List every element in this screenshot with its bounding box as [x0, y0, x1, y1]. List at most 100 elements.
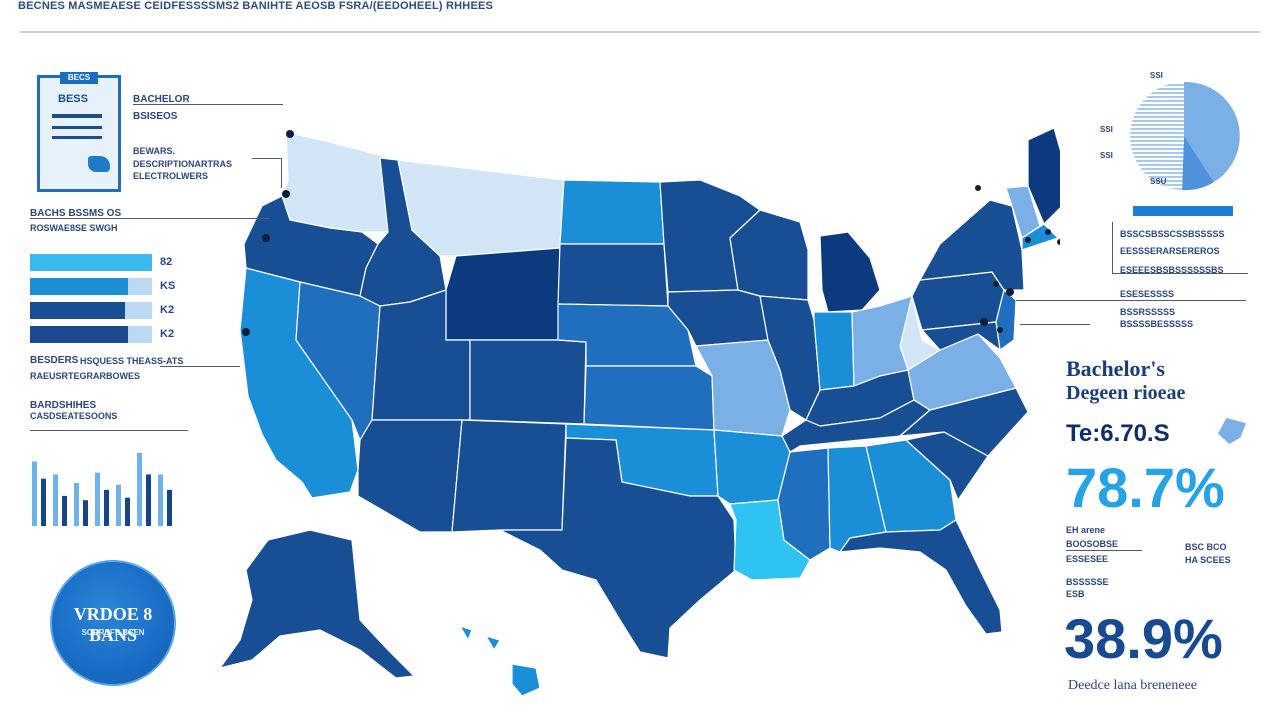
map-marker — [1045, 229, 1051, 235]
leader-line — [1112, 222, 1248, 274]
leader-line — [160, 366, 240, 367]
stat-heading-line1: Bachelor's — [1066, 356, 1165, 381]
state-florida — [839, 519, 1003, 635]
state-arkansas — [713, 429, 791, 505]
leader-line — [252, 158, 282, 188]
document-card: BECS BESS — [37, 72, 121, 192]
label: ELECTROLWERS — [133, 171, 209, 181]
mini-bar — [116, 484, 121, 526]
mini-bar — [104, 489, 109, 526]
stat-subheading: Te:6.70.S — [1066, 420, 1170, 447]
right-label: BSSCSBSSCSSBSSSSS — [1120, 229, 1225, 239]
state-south-carolina — [905, 431, 989, 501]
state-wisconsin — [729, 209, 809, 301]
right-label: BSSRSSSSS — [1120, 307, 1176, 317]
state-pennsylvania — [911, 271, 1005, 331]
stat-note: EH arene — [1066, 525, 1106, 535]
state-north-dakota — [559, 179, 665, 245]
mini-bar — [41, 478, 46, 526]
state-texas — [499, 437, 737, 659]
stat-note: BSC BCO — [1185, 542, 1227, 552]
label: BACHS BSSMS OS — [30, 208, 122, 219]
label: DESCRIPTIONARTRAS — [133, 159, 233, 169]
mini-bar — [32, 461, 37, 526]
pie-chart — [1130, 81, 1240, 191]
pie-label: SSI — [1100, 151, 1113, 160]
map-marker — [1057, 239, 1060, 245]
map-marker — [1025, 237, 1031, 243]
label: BACHELOR — [133, 94, 190, 105]
left-bar — [30, 278, 128, 295]
state-alaska — [219, 529, 415, 679]
map-marker — [993, 281, 999, 287]
map-marker — [286, 130, 294, 138]
pie-slice — [1182, 136, 1214, 191]
state-washington — [281, 131, 399, 233]
map-marker — [1006, 288, 1014, 296]
mini-bar — [137, 452, 142, 526]
badge-circle: VRDOE 8 BANS SORRSFS BSEN — [50, 560, 176, 686]
left-bar — [30, 326, 128, 343]
label: BEWARS. — [133, 146, 176, 156]
label: RAEUSRTEGRARBOWES — [30, 371, 141, 381]
left-bar-track — [30, 278, 152, 295]
left-bar-value: 82 — [160, 256, 173, 268]
map-marker — [242, 328, 250, 336]
pin-icon — [1218, 418, 1246, 444]
left-bar — [30, 302, 126, 319]
label: BARDSHIHES — [30, 400, 97, 411]
state-michigan — [819, 231, 881, 313]
right-label: EESSSERARSEREROS — [1120, 246, 1220, 256]
mini-bar-chart — [32, 452, 172, 526]
label: CASDSEATESOONS — [30, 411, 118, 421]
map-marker — [975, 185, 981, 191]
stripe-bar — [1133, 206, 1233, 216]
label: BESDERS — [30, 355, 79, 366]
stat-footer: Deedce lana breneneee — [1068, 678, 1198, 693]
right-label: ESEEESBSBSSSSSSBS — [1120, 265, 1224, 275]
left-bar-track — [30, 302, 152, 319]
mini-bar — [83, 500, 88, 526]
stat-value-secondary: 38.9% — [1064, 607, 1223, 670]
stat-note-underline — [1066, 550, 1142, 551]
stat-note: BOOSOBSE — [1066, 539, 1119, 549]
left-bar-track — [30, 326, 152, 343]
stat-note: HA SCEES — [1185, 555, 1231, 565]
map-marker — [262, 234, 270, 242]
document-map-icon — [88, 156, 110, 172]
label: HSQUESS THEASS-ATS — [80, 356, 184, 366]
pie-label: SSU — [1150, 177, 1167, 186]
us-map — [219, 127, 1060, 697]
state-south-dakota — [557, 243, 669, 307]
left-bar-track — [30, 254, 152, 271]
state-west-virginia — [899, 295, 941, 371]
document-line — [52, 136, 102, 139]
state-arizona — [357, 419, 463, 533]
document-card-title: BESS — [58, 93, 88, 105]
stat-note: ESSESEE — [1066, 554, 1109, 564]
leader-line — [133, 104, 283, 105]
pie-label: SSI — [1100, 125, 1113, 134]
pie-label: SSI — [1150, 71, 1163, 80]
map-marker — [282, 190, 290, 198]
state-indiana — [813, 311, 855, 391]
stat-note: ESB — [1066, 589, 1085, 599]
document-line — [52, 114, 102, 118]
mini-bar — [53, 474, 58, 526]
mini-bar — [74, 483, 79, 526]
mini-bar — [158, 474, 163, 526]
left-bar — [30, 254, 152, 271]
pie-slice — [1184, 81, 1240, 182]
state-maine — [1027, 127, 1060, 225]
leader-line — [1020, 324, 1090, 325]
stat-heading-line2: Degeen rioeae — [1066, 382, 1186, 404]
pie-slice — [1130, 82, 1184, 190]
stat-value-primary: 78.7% — [1066, 456, 1225, 519]
header-title: BECNES MASMEAESE CEIDFESSSSMS2 BANIHTE A… — [18, 0, 494, 12]
left-bar-value: KS — [160, 280, 176, 292]
state-wyoming — [445, 247, 561, 341]
leader-line — [30, 218, 270, 219]
map-marker — [997, 327, 1003, 333]
left-bar-chart: 82 KS K2 K2 — [30, 254, 180, 346]
left-bar-value: K2 — [160, 328, 175, 340]
